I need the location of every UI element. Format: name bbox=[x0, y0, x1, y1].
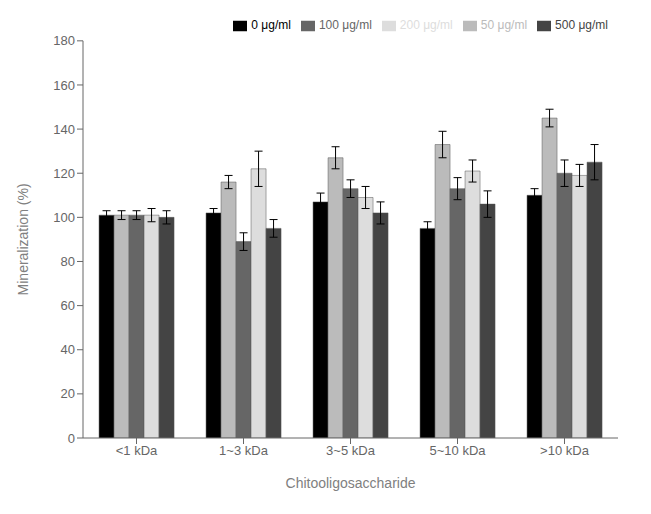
svg-text:Chitooligosaccharide: Chitooligosaccharide bbox=[286, 475, 416, 491]
svg-text:180: 180 bbox=[53, 33, 75, 48]
html-text:50 μg/ml: 50 μg/ml bbox=[480, 18, 527, 32]
svg-text:20: 20 bbox=[61, 386, 75, 401]
svg-text:>10 kDa: >10 kDa bbox=[540, 443, 590, 458]
svg-text:3~5 kDa: 3~5 kDa bbox=[326, 443, 376, 458]
svg-text:80: 80 bbox=[61, 254, 75, 269]
svg-text:140: 140 bbox=[53, 122, 75, 137]
svg-text:40: 40 bbox=[61, 342, 75, 357]
html-text:200 μg/ml: 200 μg/ml bbox=[399, 18, 453, 32]
svg-text:0: 0 bbox=[68, 431, 75, 446]
html-text:100 μg/ml: 100 μg/ml bbox=[318, 18, 372, 32]
html-text:500 μg/ml: 500 μg/ml bbox=[555, 18, 608, 32]
svg-text:60: 60 bbox=[61, 298, 75, 313]
svg-text:5~10 kDa: 5~10 kDa bbox=[429, 443, 486, 458]
svg-text:120: 120 bbox=[53, 166, 75, 181]
html-text:0 μg/ml: 0 μg/ml bbox=[251, 18, 291, 32]
svg-text:<1 kDa: <1 kDa bbox=[116, 443, 158, 458]
svg-text:160: 160 bbox=[53, 78, 75, 93]
svg-text:Mineralization (%): Mineralization (%) bbox=[15, 183, 31, 295]
svg-text:1~3 kDa: 1~3 kDa bbox=[219, 443, 269, 458]
svg-text:100: 100 bbox=[53, 210, 75, 225]
